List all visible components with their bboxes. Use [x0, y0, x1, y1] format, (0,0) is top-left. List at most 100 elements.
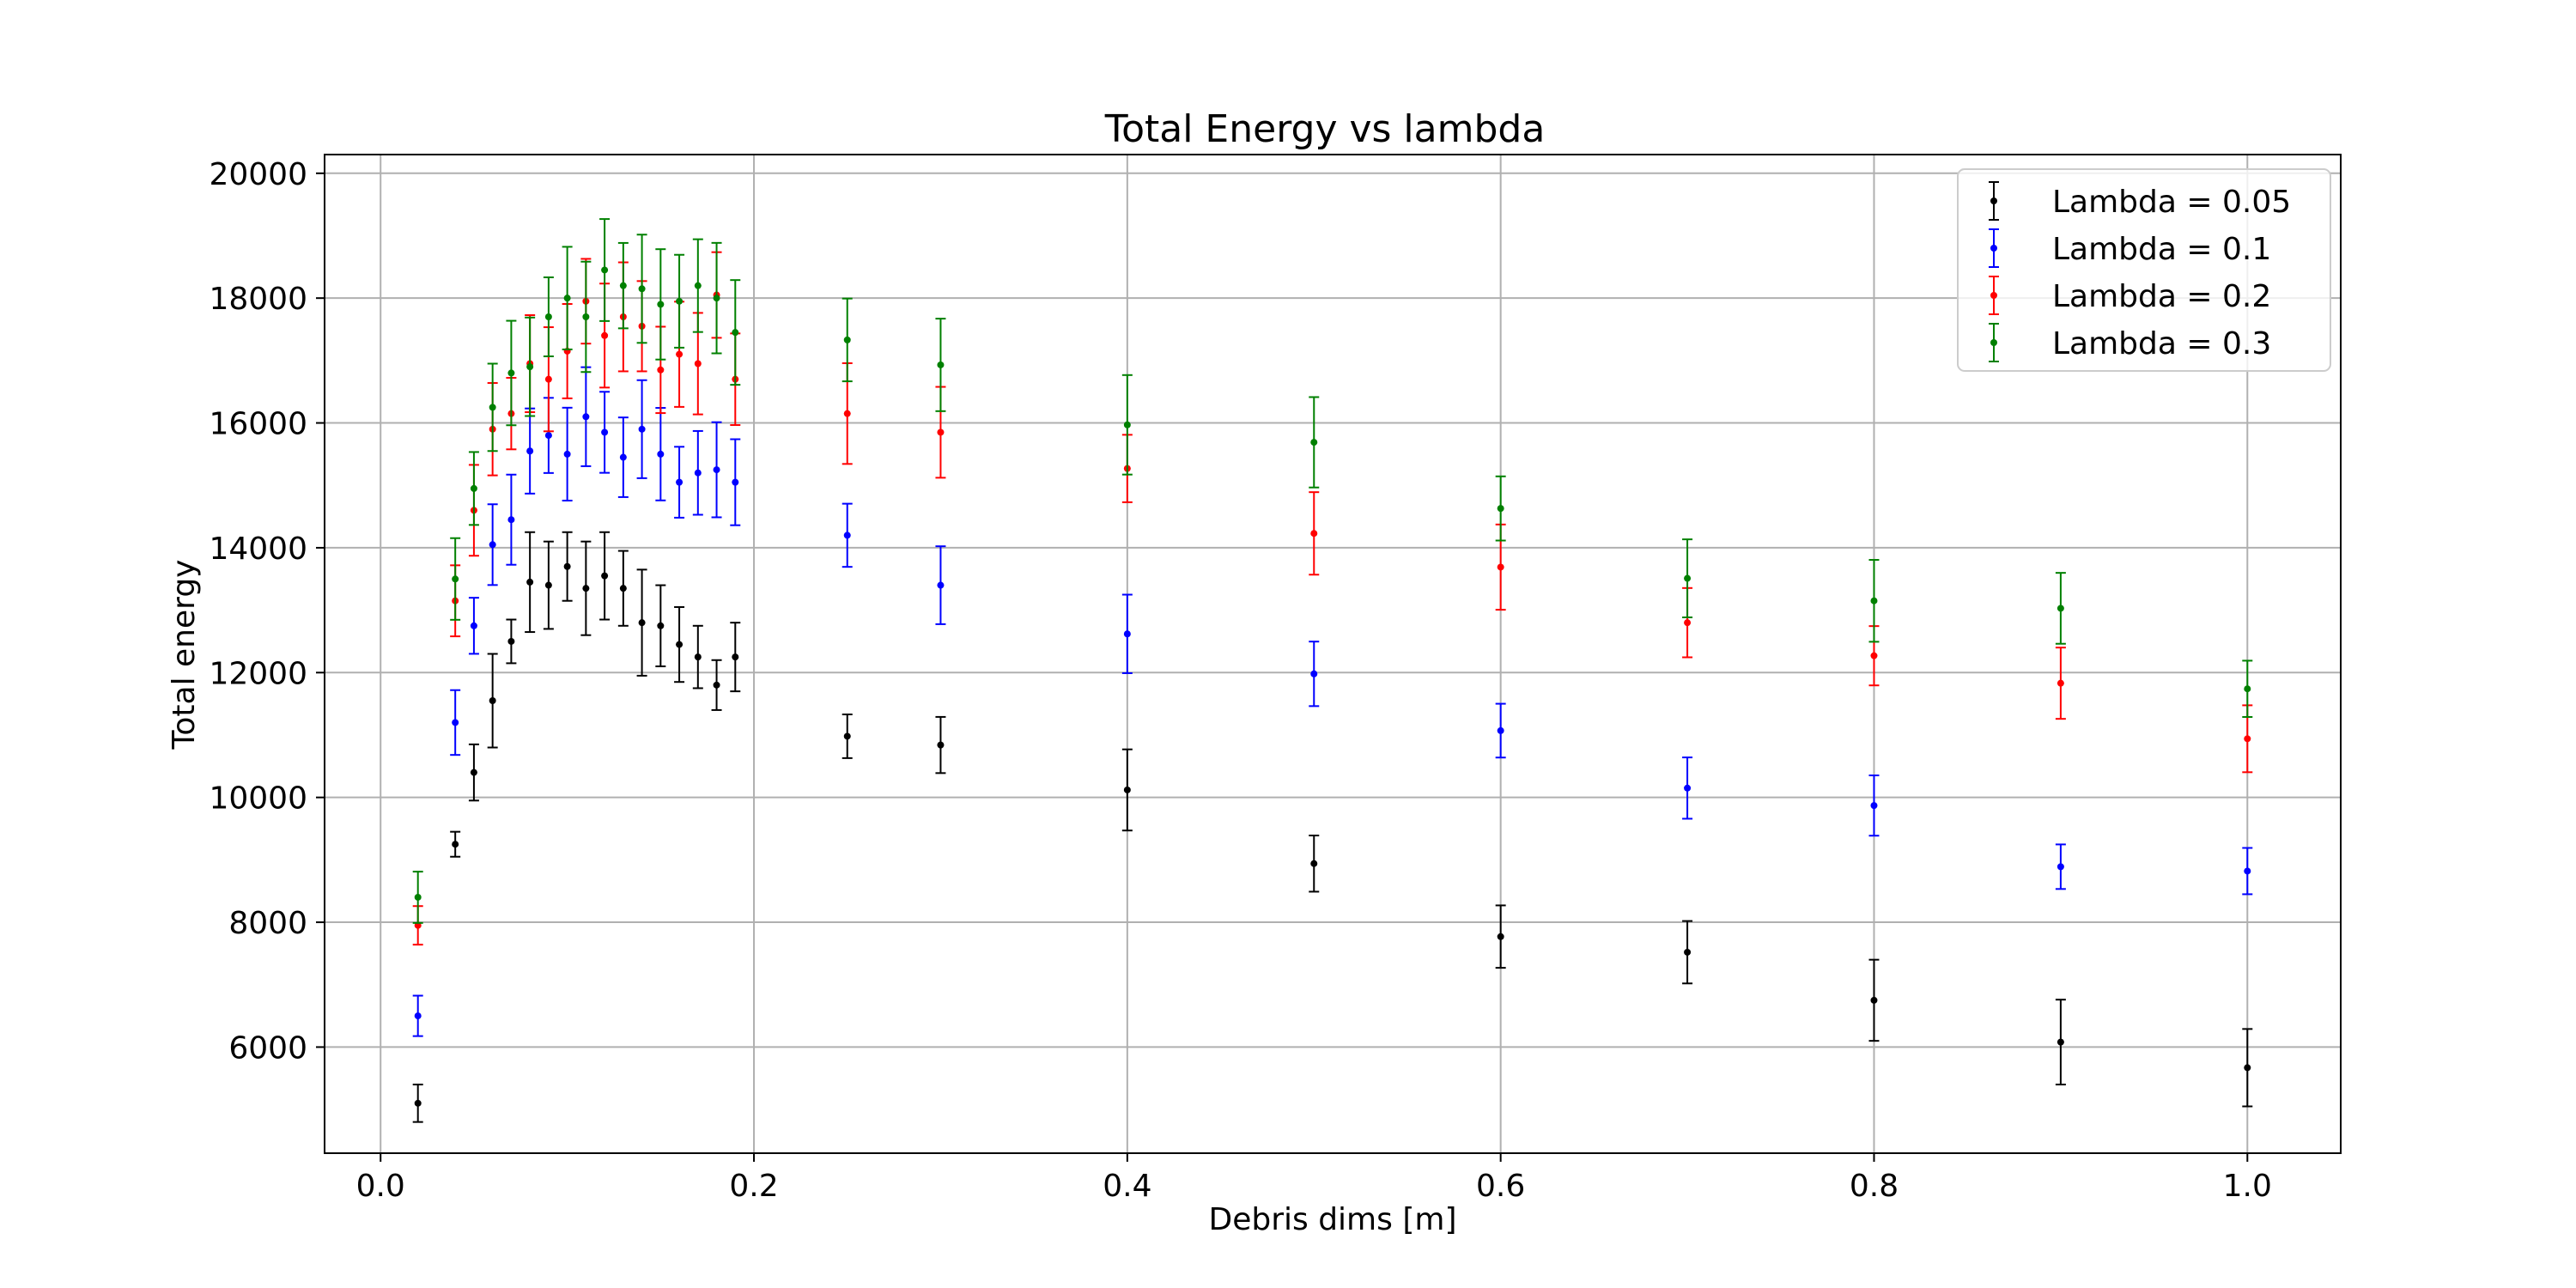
data-point: [1497, 726, 1504, 734]
data-point: [657, 366, 665, 374]
data-point: [1684, 784, 1692, 792]
data-point: [452, 841, 459, 848]
data-point: [582, 585, 590, 592]
data-point: [732, 329, 739, 337]
data-point: [470, 769, 477, 776]
legend-marker-point: [1990, 197, 1997, 204]
data-point: [601, 428, 609, 436]
data-point: [470, 484, 477, 492]
data-point: [676, 478, 683, 486]
x-tick-label: 0.6: [1476, 1169, 1525, 1204]
data-point: [414, 1099, 422, 1107]
data-point: [526, 363, 534, 371]
data-point: [601, 331, 609, 339]
data-point: [619, 585, 627, 592]
legend-label: Lambda = 0.1: [2052, 232, 2271, 267]
series-4: [412, 218, 2253, 924]
data-point: [1310, 439, 1318, 447]
legend-marker-point: [1990, 292, 1997, 299]
data-point: [694, 360, 702, 368]
data-point: [638, 619, 646, 627]
data-point: [2244, 1064, 2251, 1072]
data-point: [414, 1012, 422, 1020]
data-point: [2244, 867, 2251, 875]
data-point: [1870, 652, 1878, 659]
data-point: [676, 641, 683, 648]
data-point: [1123, 630, 1131, 638]
data-point: [1310, 530, 1318, 538]
data-point: [619, 282, 627, 289]
data-point: [1684, 619, 1692, 627]
y-tick-label: 14000: [209, 532, 307, 567]
data-point: [937, 741, 945, 749]
y-tick-label: 10000: [209, 781, 307, 817]
x-ticks: 0.0 0.2 0.4 0.6 0.8 1.0: [356, 1153, 2272, 1204]
data-point: [732, 478, 739, 486]
data-point: [2057, 863, 2064, 871]
data-point: [1310, 670, 1318, 677]
data-point: [1497, 933, 1504, 940]
data-point: [657, 301, 665, 308]
y-tick-label: 18000: [209, 282, 307, 317]
data-point: [619, 453, 627, 461]
plot-frame: [324, 154, 2342, 1154]
legend-entries: Lambda = 0.05 Lambda = 0.1 Lambda = 0.2 Lam…: [1989, 181, 2291, 362]
data-point: [2057, 679, 2064, 687]
data-point: [1123, 421, 1131, 428]
data-point: [676, 297, 683, 305]
data-point: [563, 562, 571, 570]
data-point: [563, 450, 571, 458]
data-point: [732, 653, 739, 661]
y-tick-label: 6000: [228, 1030, 307, 1066]
x-tick-label: 1.0: [2223, 1169, 2272, 1204]
x-tick-label: 0.0: [356, 1169, 405, 1204]
data-point: [414, 893, 422, 901]
legend-marker-point: [1990, 245, 1997, 252]
data-point: [1497, 563, 1504, 571]
data-point: [582, 413, 590, 421]
y-tick-label: 20000: [209, 157, 307, 192]
data-point: [544, 375, 552, 383]
data-point: [582, 313, 590, 320]
data-point: [1870, 597, 1878, 605]
data-point: [507, 369, 515, 377]
chart-title: Total Energy vs lambda: [1104, 107, 1546, 151]
data-point: [452, 719, 459, 726]
legend-label: Lambda = 0.3: [2052, 326, 2271, 361]
legend-marker-point: [1990, 339, 1997, 346]
data-point: [544, 313, 552, 320]
legend: Lambda = 0.05 Lambda = 0.1 Lambda = 0.2 Lam…: [1957, 168, 2331, 372]
data-point: [843, 410, 851, 417]
y-tick-label: 8000: [228, 906, 307, 941]
data-point: [713, 681, 720, 689]
data-point: [489, 541, 496, 549]
data-point: [657, 450, 665, 458]
data-point: [507, 516, 515, 524]
data-point: [526, 447, 534, 455]
data-point: [638, 425, 646, 433]
data-point: [2244, 735, 2251, 743]
x-tick-label: 0.4: [1103, 1169, 1151, 1204]
data-point: [713, 466, 720, 474]
data-point: [2244, 685, 2251, 693]
legend-label: Lambda = 0.2: [2052, 279, 2271, 314]
data-point: [489, 697, 496, 705]
data-point: [638, 285, 646, 293]
data-point: [2057, 1038, 2064, 1046]
data-point: [937, 361, 945, 368]
data-point: [452, 575, 459, 583]
data-point: [1684, 574, 1692, 582]
y-tick-label: 16000: [209, 407, 307, 442]
data-point: [713, 295, 720, 302]
data-point: [1123, 786, 1131, 793]
data-point: [694, 282, 702, 289]
data-point: [1870, 802, 1878, 810]
x-tick-label: 0.2: [729, 1169, 778, 1204]
data-point: [544, 432, 552, 440]
data-point: [676, 350, 683, 358]
legend-box: [1957, 168, 2331, 372]
data-point: [1684, 948, 1692, 956]
data-point: [843, 732, 851, 740]
data-point: [544, 581, 552, 589]
y-axis-label: Total energy: [167, 560, 202, 750]
